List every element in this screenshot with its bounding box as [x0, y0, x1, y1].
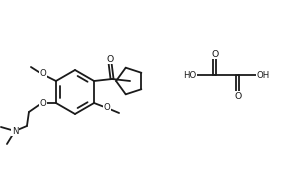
Text: OH: OH [256, 70, 270, 80]
Text: O: O [40, 69, 46, 78]
Text: HO: HO [183, 70, 197, 80]
Text: N: N [12, 127, 18, 135]
Text: O: O [104, 103, 110, 112]
Text: O: O [40, 98, 46, 107]
Text: O: O [234, 92, 242, 100]
Text: O: O [106, 55, 114, 63]
Text: O: O [212, 50, 219, 58]
